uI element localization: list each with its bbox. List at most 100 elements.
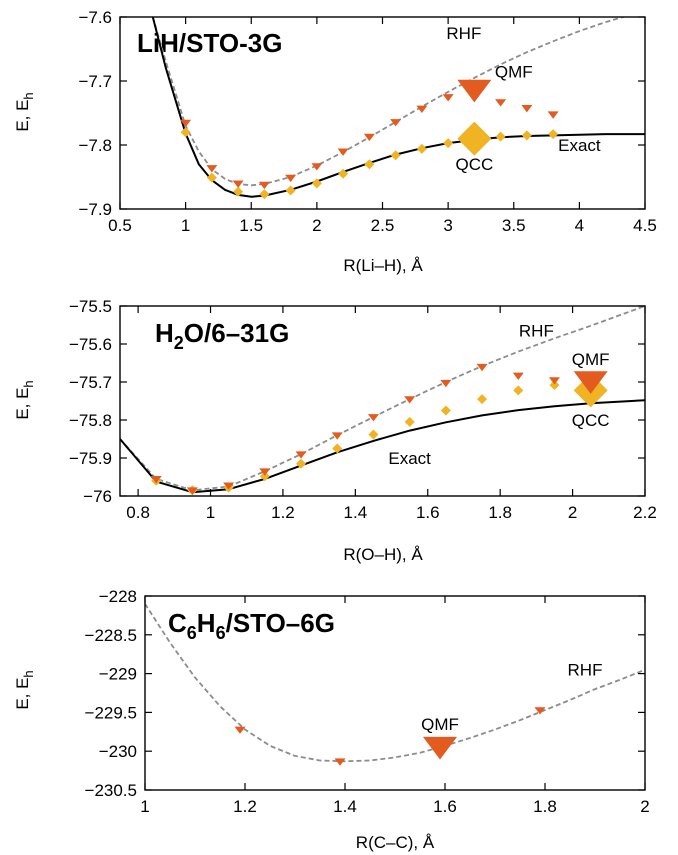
- y-tick-label: −75.7: [69, 373, 112, 392]
- data-point-qcc: [285, 185, 296, 196]
- y-tick-label: −228.5: [85, 626, 137, 645]
- data-point-qmf: [416, 105, 428, 113]
- y-tick-label: −75.6: [69, 335, 112, 354]
- data-point-qmf: [150, 476, 162, 484]
- series-annotation-qmf: QMF: [421, 715, 459, 734]
- y-tick-label: −75.9: [69, 449, 112, 468]
- data-point-qcc: [364, 159, 375, 170]
- plot-area: [120, 306, 645, 496]
- series-line-exact: [120, 399, 645, 494]
- y-axis-label-main: E, E: [13, 678, 32, 710]
- x-axis-label: R(Li–H), Å: [343, 256, 423, 275]
- data-point-qmf: [337, 148, 349, 156]
- data-point-qmf: [521, 105, 533, 113]
- y-tick-label: −228: [99, 587, 137, 606]
- data-point-qcc: [521, 130, 532, 141]
- x-tick-label: 2.5: [371, 216, 395, 235]
- data-point-qmf: [367, 414, 379, 422]
- series-annotation-qmf: QMF: [572, 350, 610, 369]
- x-tick-label: 1.8: [488, 503, 512, 522]
- data-point-qcc: [259, 189, 270, 200]
- panel-title-main: H: [155, 318, 174, 348]
- x-tick-label: 2.2: [633, 503, 657, 522]
- y-tick-label: −230.5: [85, 781, 137, 800]
- x-tick-label: 2: [312, 216, 321, 235]
- data-point-qmf: [234, 726, 246, 734]
- data-point-qcc: [549, 380, 560, 391]
- series-annotation-exact: Exact: [558, 136, 601, 155]
- y-tick-label: −75.8: [69, 411, 112, 430]
- panel-title-tail: H: [197, 608, 216, 638]
- data-point-qcc: [404, 416, 415, 427]
- data-point-qmf: [442, 94, 454, 102]
- series-annotation-qcc: QCC: [455, 155, 493, 174]
- data-point-qmf: [440, 379, 452, 388]
- x-tick-label: 1: [206, 503, 215, 522]
- data-point-qcc: [296, 458, 307, 469]
- x-tick-label: 0.8: [126, 503, 150, 522]
- series-annotation-exact: Exact: [388, 449, 431, 468]
- x-tick-label: 4: [575, 216, 584, 235]
- y-tick-label: −230: [99, 742, 137, 761]
- x-tick-label: 3.5: [502, 216, 526, 235]
- x-tick-label: 1.4: [333, 797, 357, 816]
- y-tick-label: −76: [83, 487, 112, 506]
- x-tick-label: 2: [568, 503, 577, 522]
- data-point-qmf: [404, 396, 416, 404]
- data-point-qcc: [440, 405, 451, 416]
- data-point-qmf: [223, 482, 235, 490]
- data-point-qmf: [295, 451, 307, 459]
- data-point-qcc: [368, 429, 379, 440]
- data-point-qmf-highlight: [457, 79, 492, 103]
- plot-area: [151, 17, 645, 200]
- data-point-qcc: [548, 129, 559, 140]
- series-annotation-rhf: RHF: [519, 322, 554, 341]
- x-axis-label: R(C–C), Å: [356, 833, 435, 852]
- y-tick-label: −7.8: [78, 136, 112, 155]
- data-point-qmf: [311, 163, 323, 171]
- x-tick-label: 1.2: [271, 503, 295, 522]
- x-tick-label: 0.5: [108, 216, 132, 235]
- panel-title: H2O/6–31G: [155, 318, 289, 353]
- data-point-qcc: [495, 131, 506, 142]
- panel-h2o: H2O/6–31G E, Eh R(O–H), Å 0.8 1 1.2 1.4 1.6 1…: [13, 297, 657, 564]
- series-annotation-qmf: QMF: [495, 62, 533, 81]
- data-point-qcc: [477, 394, 488, 405]
- data-point-qmf: [206, 165, 218, 173]
- y-axis-label-main: E, E: [13, 100, 32, 132]
- y-tick-label: −7.6: [78, 8, 112, 27]
- panel-title-tail2: /STO–6G: [226, 608, 335, 638]
- data-point-qcc: [332, 443, 343, 454]
- data-point-qmf: [258, 181, 270, 190]
- x-tick-label: 1.2: [233, 797, 257, 816]
- data-point-qmf: [547, 111, 559, 119]
- series-annotation-qcc: QCC: [572, 411, 610, 430]
- x-axis-label: R(O–H), Å: [343, 545, 423, 564]
- x-tick-label: 1: [181, 216, 190, 235]
- data-point-qmf: [180, 119, 192, 128]
- data-point-qmf: [548, 377, 560, 385]
- y-tick-label: −229: [99, 665, 137, 684]
- panel-c6h6: C6H6/STO–6G E, Eh R(C–C), Å 1 1.2 1.4 1.6 1.…: [13, 587, 650, 852]
- data-point-qmf: [285, 174, 297, 183]
- data-point-qmf: [331, 432, 343, 440]
- data-point-qmf: [186, 487, 198, 495]
- data-point-qcc: [206, 172, 217, 183]
- data-point-qcc-highlight: [457, 121, 492, 156]
- y-axis-label-sub: h: [21, 380, 36, 387]
- x-tick-label: 1.4: [344, 503, 368, 522]
- data-point-qcc: [443, 138, 454, 149]
- y-axis-label: E, Eh: [13, 92, 36, 131]
- data-point-qcc: [233, 186, 244, 197]
- y-tick-label: −7.7: [78, 72, 112, 91]
- x-tick-label: 1: [140, 797, 149, 816]
- data-point-qmf: [495, 99, 507, 107]
- data-point-qmf: [476, 363, 488, 372]
- data-point-qcc: [180, 127, 191, 138]
- data-point-qcc: [513, 385, 524, 396]
- plot-frame: [144, 595, 646, 791]
- data-point-qcc: [416, 143, 427, 154]
- data-point-qmf: [334, 758, 346, 766]
- data-point-qcc: [338, 168, 349, 179]
